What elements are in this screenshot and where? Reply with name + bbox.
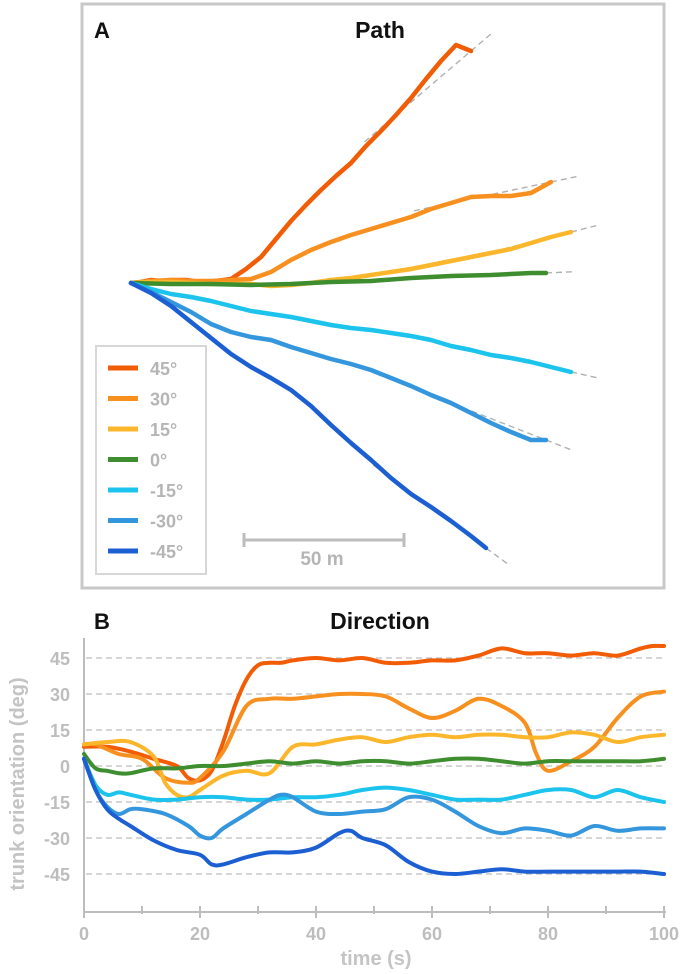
legend-label-neg-30: -30° [150, 512, 183, 532]
gridlines [86, 657, 664, 875]
legend-label-neg-15: -15° [150, 481, 183, 501]
legend-label-0: 0° [150, 451, 167, 471]
legend-label-30: 30° [150, 390, 177, 410]
direction-series-15 [82, 730, 666, 800]
legend-label-45: 45° [150, 359, 177, 379]
panel-a-path: A Path 45° 30° 15° 0° -15° -30° -45° 50 m [80, 2, 666, 590]
y-tick-label-0: 0 [60, 757, 70, 777]
path-series-neg-45 [128, 280, 489, 551]
direction-series-30 [82, 689, 666, 785]
panel-b-letter: B [94, 609, 110, 634]
panel-a-title: Path [355, 17, 405, 43]
direction-series-neg-15 [82, 756, 666, 804]
path-series-neg-15 [128, 280, 574, 375]
direction-series-neg-45 [82, 756, 666, 876]
legend: 45° 30° 15° 0° -15° -30° -45° [95, 345, 207, 575]
path-series-group [128, 42, 574, 551]
direction-series-45 [82, 643, 666, 783]
panel-b-direction: B Direction -45 -30 -15 0 15 30 45 0 20 40 60 80 100… [7, 608, 679, 970]
x-tick-label-100: 100 [649, 924, 679, 944]
panel-a-letter: A [94, 18, 110, 43]
y-tick-label-neg15: -15 [44, 793, 70, 813]
y-tick-label-30: 30 [50, 685, 70, 705]
y-tick-label-45: 45 [50, 649, 70, 669]
legend-label-neg-45: -45° [150, 542, 183, 562]
direction-series-neg-30 [82, 756, 666, 841]
x-axis-title: time (s) [340, 948, 411, 970]
y-tick-label-15: 15 [50, 721, 70, 741]
scale-bar-label: 50 m [300, 549, 343, 570]
tick-labels: -45 -30 -15 0 15 30 45 0 20 40 60 80 100 [44, 649, 679, 944]
x-tick-label-60: 60 [422, 924, 442, 944]
x-tick-label-80: 80 [538, 924, 558, 944]
direction-series-0 [82, 752, 666, 776]
direction-series-group [82, 643, 666, 876]
y-tick-label-neg45: -45 [44, 865, 70, 885]
x-tick-label-0: 0 [79, 924, 89, 944]
y-tick-label-neg30: -30 [44, 829, 70, 849]
x-tick-label-40: 40 [306, 924, 326, 944]
path-series-neg-30 [128, 280, 549, 443]
y-axis-title: trunk orientation (deg) [7, 677, 29, 890]
scale-bar: 50 m [242, 533, 406, 570]
x-tick-label-20: 20 [190, 924, 210, 944]
path-series-0 [128, 270, 549, 288]
legend-label-15: 15° [150, 420, 177, 440]
panel-b-title: Direction [330, 608, 430, 634]
path-series-30 [128, 179, 554, 286]
